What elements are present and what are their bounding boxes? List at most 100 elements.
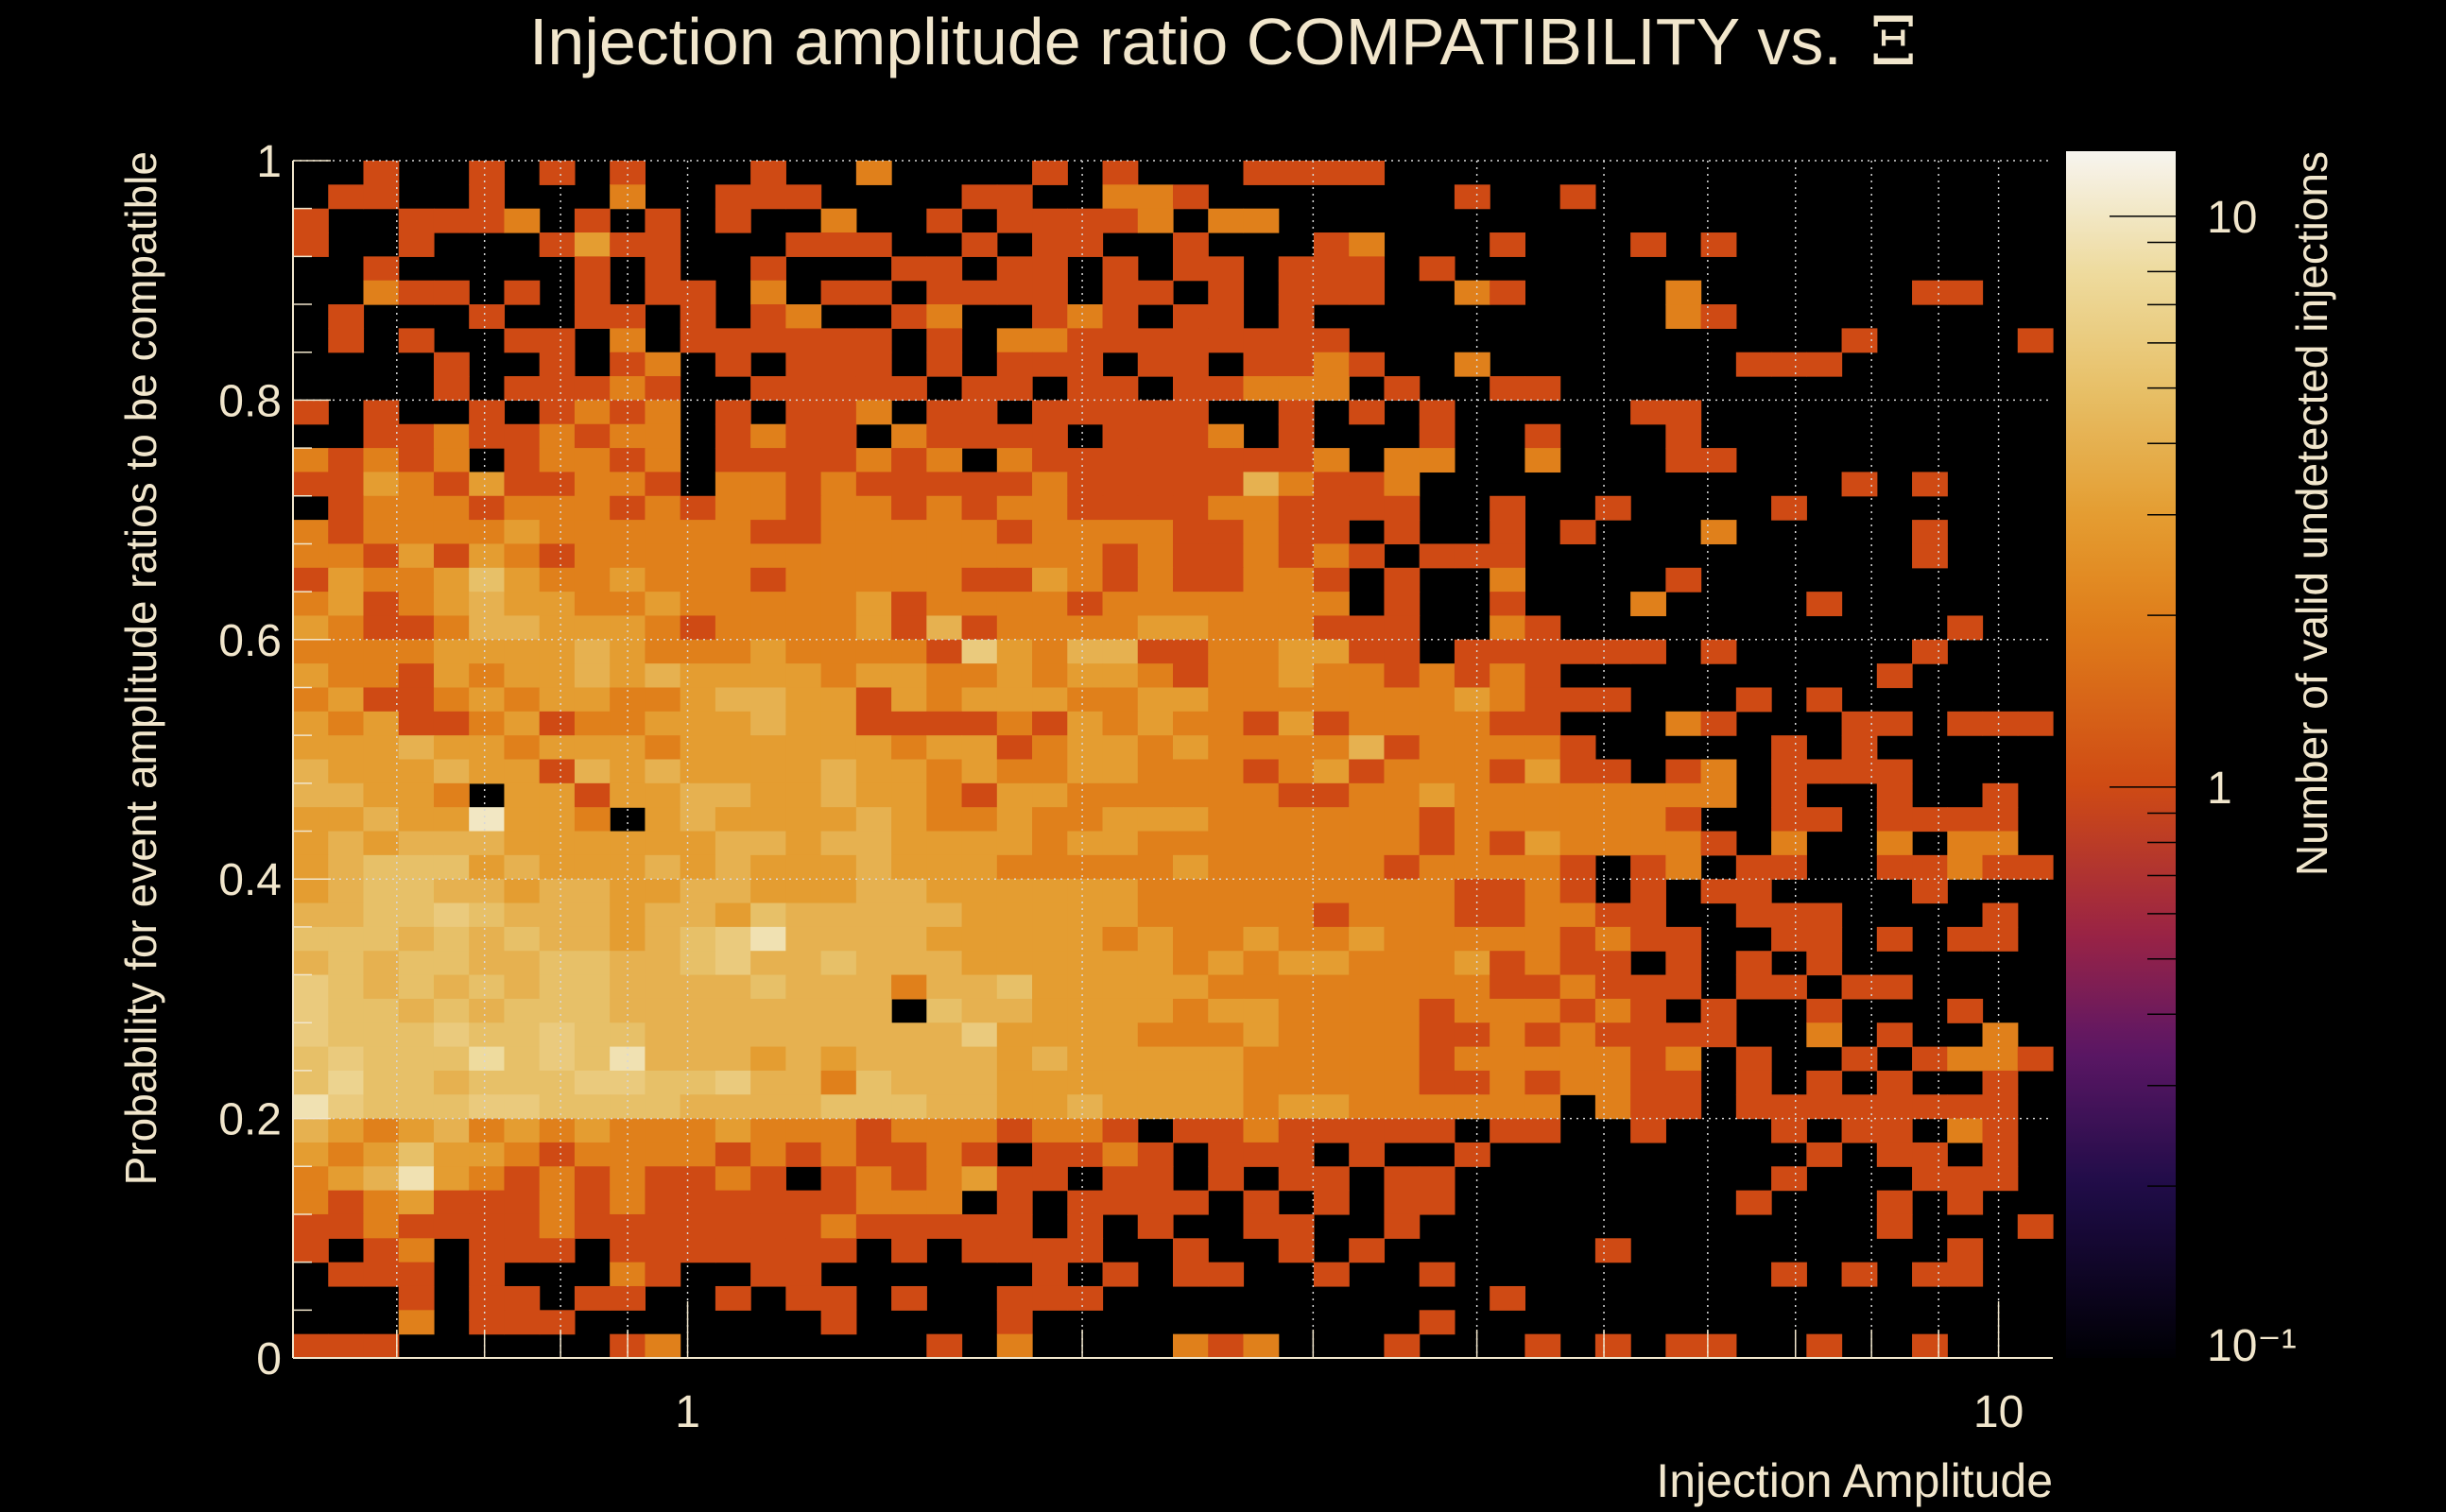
heatmap-cell [1735,1094,1772,1120]
heatmap-cell [1524,1094,1561,1120]
heatmap-cell [398,328,435,353]
heatmap-cell [1982,807,2019,833]
heatmap-cell [750,1262,786,1287]
heatmap-cell [1912,1142,1948,1167]
heatmap-cell [750,1238,786,1263]
heatmap-cell [398,1213,435,1239]
heatmap-cell [1490,879,1525,904]
heatmap-cell [1243,807,1280,833]
heatmap-cell [1137,352,1174,377]
heatmap-cell [469,161,506,185]
heatmap-cell [328,1333,365,1359]
heatmap-cell [469,543,506,569]
heatmap-cell [539,687,576,713]
heatmap-cell [1313,735,1350,761]
heatmap-cell [1454,879,1490,904]
heatmap-cell [750,951,786,976]
heatmap-cell [926,951,963,976]
heatmap-cell [785,567,822,593]
heatmap-cell [1349,663,1386,689]
heatmap-cell [293,1142,329,1167]
heatmap-cell [1067,232,1104,257]
heatmap-cell [1982,854,2019,880]
heatmap-cell [820,1142,857,1167]
heatmap-cell [891,1118,927,1143]
heatmap-cell [891,902,927,928]
heatmap-cell [1067,520,1104,545]
heatmap-cell [1806,352,1843,377]
heatmap-cell [785,951,822,976]
heatmap-cell [820,615,857,641]
heatmap-cell [785,592,822,617]
heatmap-cell [1313,328,1350,353]
heatmap-cell [1278,879,1315,904]
heatmap-cell [1490,711,1525,736]
heatmap-cell [715,1070,751,1095]
heatmap-cell [1067,807,1104,833]
heatmap-cell [1700,520,1737,545]
heatmap-cell [469,1022,506,1048]
heatmap-cell [1841,1118,1878,1143]
heatmap-cell [539,902,576,928]
heatmap-cell [820,376,857,401]
heatmap-cell [996,1310,1033,1335]
heatmap-cell [1243,472,1280,497]
heatmap-cell [996,974,1033,1000]
heatmap-cell [539,1310,576,1335]
heatmap-cell [1419,951,1456,976]
heatmap-cell [328,639,365,664]
heatmap-cell [750,567,786,593]
y-tick-label: 0 [256,1334,282,1384]
heatmap-cell [750,879,786,904]
heatmap-cell [1490,998,1525,1023]
heatmap-cell [398,902,435,928]
heatmap-cell [645,663,681,689]
chart-title: Injection amplitude ratio COMPATIBILITY … [529,3,1917,80]
heatmap-cell [1243,1118,1280,1143]
heatmap-cell [1173,974,1209,1000]
heatmap-cell [293,998,329,1023]
heatmap-cell [1137,615,1174,641]
heatmap-cell [363,926,400,952]
heatmap-cell [1454,854,1490,880]
heatmap-cell [469,879,506,904]
heatmap-cell [574,974,611,1000]
heatmap-cell [1102,1262,1139,1287]
heatmap-cell [1594,902,1631,928]
heatmap-cell [1982,1094,2019,1120]
heatmap-cell [1947,280,1984,305]
heatmap-cell [1067,304,1104,329]
heatmap-cell [293,1190,329,1215]
heatmap-cell [539,567,576,593]
heatmap-cell [328,831,365,856]
heatmap-cell [1243,926,1280,952]
heatmap-cell [1173,902,1209,928]
heatmap-cell [715,902,751,928]
heatmap-cell [785,1190,822,1215]
heatmap-cell [680,951,716,976]
heatmap-cell [996,1238,1033,1263]
heatmap-cell [293,926,329,952]
heatmap-cell [715,782,751,808]
y-tick-label: 1 [256,137,282,187]
heatmap-cell [750,1094,786,1120]
heatmap-cell [680,1046,716,1072]
heatmap-cell [1384,711,1421,736]
heatmap-cell [1559,735,1596,761]
heatmap-cell [680,687,716,713]
heatmap-cell [328,592,365,617]
heatmap-cell [785,759,822,784]
heatmap-cell [855,951,892,976]
heatmap-cell [855,1166,892,1192]
heatmap-cell [539,854,576,880]
heatmap-cell [1559,879,1596,904]
heatmap-cell [1208,663,1245,689]
heatmap-cell [1524,759,1561,784]
heatmap-cell [1032,592,1068,617]
heatmap-cell [961,687,998,713]
heatmap-cell [891,951,927,976]
heatmap-cell [715,1166,751,1192]
heatmap-cell [1559,902,1596,928]
heatmap-cell [855,711,892,736]
heatmap-cell [1947,807,1984,833]
